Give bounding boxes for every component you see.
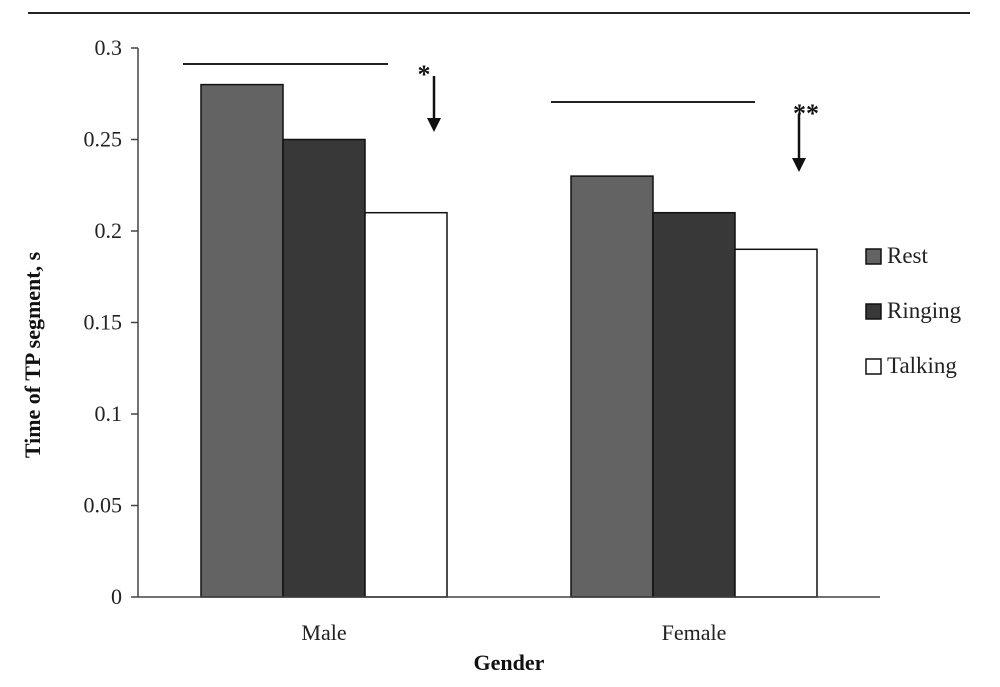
bar-male-rest bbox=[200, 83, 284, 598]
y-axis-ticks: 0 0.05 0.1 0.15 0.2 0.25 0.3 bbox=[84, 35, 138, 609]
x-axis-labels: Male Female bbox=[301, 620, 726, 645]
down-arrow-icon bbox=[427, 118, 441, 132]
significance-annotations: *** bbox=[183, 60, 819, 172]
x-axis-title: Gender bbox=[474, 650, 545, 675]
down-arrow-icon bbox=[792, 158, 806, 172]
y-tick-label: 0.15 bbox=[84, 310, 123, 335]
y-tick-label: 0.2 bbox=[95, 218, 123, 243]
bar-female-rest bbox=[570, 175, 654, 598]
legend-label: Ringing bbox=[887, 298, 962, 323]
significance-marker: * bbox=[418, 60, 431, 89]
bars bbox=[200, 83, 818, 598]
legend-swatch bbox=[865, 248, 882, 265]
y-tick-label: 0 bbox=[111, 584, 122, 609]
legend-swatch bbox=[865, 303, 882, 320]
legend-label: Talking bbox=[887, 353, 957, 378]
bar-male-ringing bbox=[282, 138, 366, 598]
y-axis-title: Time of TP segment, s bbox=[20, 251, 45, 458]
y-tick-label: 0.05 bbox=[84, 493, 123, 518]
y-tick-label: 0.1 bbox=[95, 401, 123, 426]
legend: Rest Ringing Talking bbox=[865, 243, 962, 378]
x-tick-label: Male bbox=[301, 620, 346, 645]
x-tick-label: Female bbox=[662, 620, 727, 645]
bar-male-talking bbox=[364, 211, 448, 598]
legend-label: Rest bbox=[887, 243, 929, 268]
y-tick-label: 0.25 bbox=[84, 127, 123, 152]
bar-female-ringing bbox=[652, 211, 736, 598]
bar-female-talking bbox=[734, 248, 818, 598]
significance-marker: ** bbox=[793, 99, 819, 128]
legend-swatch bbox=[865, 358, 882, 375]
y-tick-label: 0.3 bbox=[95, 35, 123, 60]
